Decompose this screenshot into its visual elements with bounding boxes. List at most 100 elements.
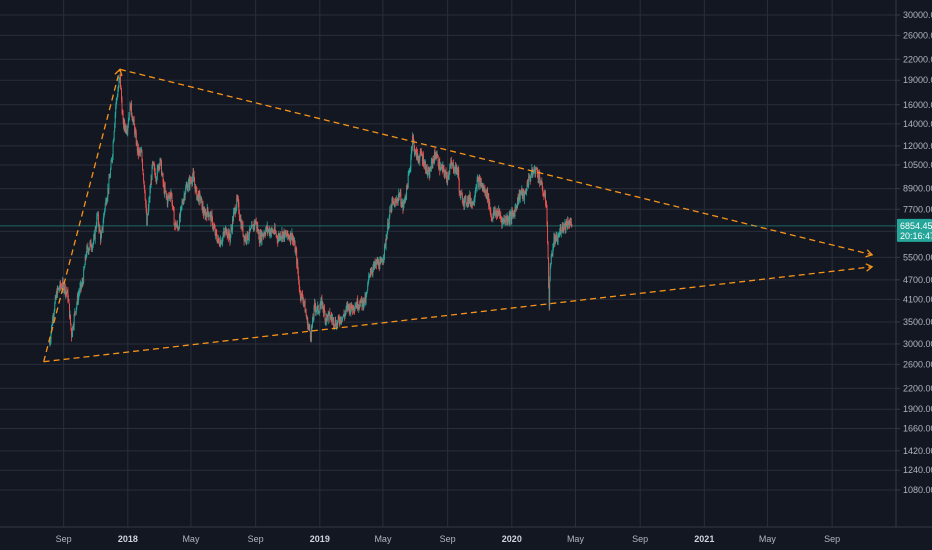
candle-body [382, 259, 384, 263]
candle-body [179, 208, 181, 218]
candle-body [475, 191, 476, 195]
trend-line-left[interactable] [43, 69, 121, 362]
candle-body [269, 230, 271, 235]
candle-body [161, 161, 162, 175]
candle-body [496, 211, 498, 217]
candle-body [93, 234, 95, 239]
candle-body [335, 320, 337, 326]
price-axis[interactable]: 30000.00 26000.00 22000.00 19000.00 16000.00… [896, 10, 932, 495]
triangle-annotation[interactable] [43, 68, 874, 363]
candle-body [314, 302, 316, 308]
candle-body [528, 176, 530, 185]
candle-body [182, 202, 183, 204]
candle-body [457, 168, 459, 172]
candle-body [214, 228, 216, 235]
candle-body [233, 209, 235, 213]
candle-body [80, 283, 82, 288]
candle-body [262, 233, 263, 237]
candle-body [509, 214, 511, 222]
candle-body [403, 199, 405, 205]
trend-line-lower[interactable] [43, 266, 873, 363]
candle-body [425, 162, 427, 171]
candle-body [66, 292, 68, 294]
candle-body [198, 192, 200, 194]
candle-body [177, 229, 179, 231]
candle-body [560, 231, 562, 234]
candle-body [491, 217, 493, 219]
candle-body [357, 299, 359, 308]
candle-body [87, 246, 89, 250]
candle-body [407, 186, 409, 188]
candle-body [483, 187, 485, 193]
candle-body [274, 227, 276, 233]
candle-body [464, 197, 465, 206]
candle-body [414, 146, 415, 155]
candle-body [358, 305, 360, 308]
candle-body [522, 191, 524, 193]
candle-body [139, 151, 141, 153]
candle-body [429, 168, 431, 178]
time-tick-label: Sep [824, 534, 840, 544]
trend-line-upper[interactable] [119, 68, 873, 256]
candle-body [183, 198, 185, 204]
candle-body [500, 218, 502, 220]
candle-body [561, 230, 563, 232]
candle-body [72, 326, 74, 335]
arrowhead-right-upper [865, 249, 874, 258]
candle-body [176, 223, 178, 226]
candle-body [179, 215, 181, 218]
candle-body [245, 235, 247, 241]
candle-body [287, 230, 289, 236]
candle-body [294, 242, 296, 244]
candle-body [371, 272, 373, 273]
candle-body [351, 308, 353, 311]
time-axis[interactable]: Sep 2018 May Sep 2019 May Sep 2020 May Sep 2021 May… [56, 534, 840, 544]
candle-body [339, 317, 341, 323]
candle-body [205, 212, 207, 215]
candle-body [441, 166, 443, 171]
candle-body [451, 163, 453, 166]
candle-body [338, 316, 340, 319]
candle-body [100, 231, 101, 241]
candle-body [203, 211, 205, 216]
candlestick-series[interactable] [49, 73, 573, 347]
candle-body [541, 180, 543, 184]
candle-body [457, 171, 459, 174]
candle-body [254, 221, 256, 225]
candle-body [135, 131, 137, 134]
candle-body [441, 166, 443, 167]
candle-body [333, 325, 335, 326]
candle-body [309, 331, 311, 338]
candle-body [397, 197, 399, 202]
candle-body [533, 171, 535, 172]
candle-body [347, 304, 349, 309]
candle-body [283, 231, 285, 239]
candle-body [498, 209, 500, 213]
candle-body [337, 316, 339, 321]
candle-body [216, 233, 218, 239]
candle-body [439, 161, 441, 171]
candle-body [404, 199, 405, 200]
candle-body [510, 212, 512, 220]
candle-body [50, 339, 51, 343]
candle-body [242, 225, 243, 230]
candle-body [204, 212, 206, 218]
candle-body [342, 316, 344, 318]
candle-body [73, 325, 75, 329]
candle-body [209, 213, 211, 217]
candle-body [211, 214, 212, 222]
candle-body [101, 227, 103, 232]
time-tick-label: Sep [56, 534, 72, 544]
candle-body [193, 172, 195, 176]
candle-body [320, 299, 322, 301]
candle-body [432, 158, 434, 165]
candle-body [55, 296, 57, 299]
candle-body [71, 334, 73, 338]
candle-body [554, 238, 556, 244]
candle-body [152, 162, 154, 163]
current-price-tag-bg [897, 218, 932, 242]
arrowhead-top [114, 68, 123, 77]
candle-body [362, 299, 364, 308]
candle-body [451, 163, 453, 166]
